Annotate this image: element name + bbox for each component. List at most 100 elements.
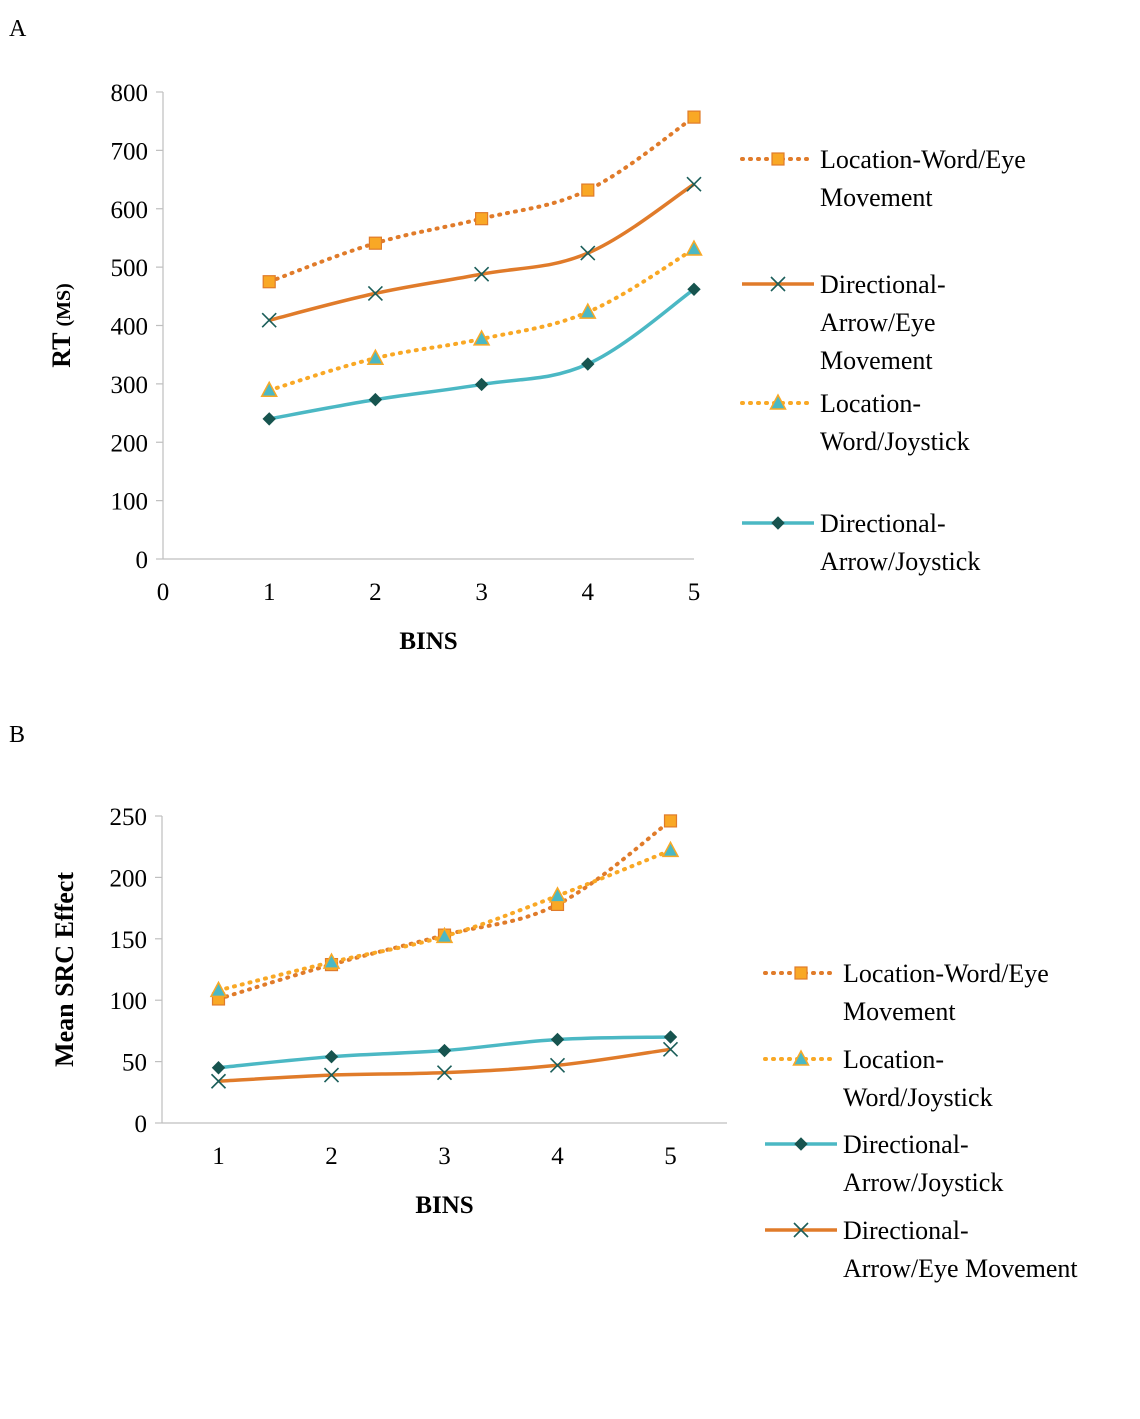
x-tick-label: 2	[325, 1143, 338, 1170]
x-tick-label: 4	[582, 579, 595, 606]
y-tick-label: 150	[110, 927, 148, 954]
y-tick-label: 50	[122, 1050, 147, 1077]
y-tick-label: 200	[111, 430, 149, 457]
legend-label: Location-Word/Eye	[843, 959, 1049, 988]
x-tick-label: 1	[263, 579, 276, 606]
legend-marker	[771, 516, 785, 530]
data-point	[261, 312, 277, 328]
data-point	[368, 392, 383, 407]
legend-label: Word/Joystick	[843, 1083, 993, 1112]
data-point	[323, 1067, 340, 1083]
y-tick-label: 300	[111, 372, 149, 399]
data-point	[548, 886, 567, 903]
data-point	[474, 266, 490, 282]
data-point	[581, 183, 595, 197]
legend-marker	[769, 393, 787, 410]
data-point	[260, 380, 278, 398]
legend-label: Arrow/Joystick	[820, 547, 980, 576]
data-point	[322, 952, 341, 969]
data-point	[550, 1032, 565, 1047]
data-point	[367, 285, 383, 301]
legend-label: Location-Word/Eye	[820, 145, 1026, 174]
x-tick-label: 5	[688, 579, 701, 606]
data-point	[549, 1057, 566, 1073]
x-tick-label: 3	[475, 579, 488, 606]
data-point	[474, 377, 489, 392]
panel-a: A 0 100 200 300 400 500 600 700 800 0 1 2 3 4 5 BINS RT (M…	[9, 16, 1026, 655]
series-line	[267, 247, 696, 393]
legend-label: Directional-	[843, 1216, 969, 1245]
legend-label: Directional-	[843, 1130, 969, 1159]
legend-label: Movement	[820, 346, 933, 375]
data-point	[662, 1041, 679, 1057]
data-point	[435, 926, 454, 944]
legend-label: Location-	[843, 1045, 944, 1074]
x-tick-label: 2	[369, 579, 382, 606]
legend-marker	[792, 1049, 810, 1066]
data-point	[581, 357, 595, 371]
y-tick-label: 100	[110, 988, 148, 1015]
legend-label: Arrow/Eye Movement	[843, 1254, 1078, 1283]
data-point	[686, 176, 702, 192]
series-line	[268, 182, 695, 322]
data-point	[368, 236, 382, 250]
y-tick-label: 800	[111, 80, 149, 107]
y-tick-label: 200	[110, 865, 148, 892]
legend-label: Directional-	[820, 509, 946, 538]
data-point	[366, 348, 385, 365]
series-line	[216, 818, 673, 1001]
y-axis-title: Mean SRC Effect	[50, 872, 79, 1067]
y-tick-label: 250	[110, 804, 148, 831]
data-point	[262, 412, 276, 426]
x-tick-label: 3	[438, 1143, 451, 1170]
legend-label: Word/Joystick	[820, 427, 970, 456]
data-point	[211, 1061, 226, 1075]
x-tick-label: 1	[212, 1143, 225, 1170]
y-tick-label: 0	[135, 1111, 148, 1138]
data-point	[324, 1049, 339, 1064]
x-axis-title: BINS	[399, 628, 457, 655]
panel-b: B 0 50 100 150 200 250 1 2 3 4 5 BINS Mean SRC Effect…	[9, 722, 1078, 1283]
panel-label: B	[9, 722, 25, 748]
x-tick-label: 4	[551, 1143, 564, 1170]
data-point	[209, 980, 228, 998]
legend-label: Directional-	[820, 270, 946, 299]
legend-marker	[771, 152, 785, 166]
data-point	[262, 275, 276, 289]
data-point	[661, 840, 680, 858]
x-tick-label: 0	[157, 579, 170, 606]
y-tick-label: 100	[111, 489, 149, 516]
data-point	[663, 814, 678, 828]
series-line	[268, 287, 696, 421]
legend-label: Arrow/Joystick	[843, 1168, 1003, 1197]
legend-label: Location-	[820, 389, 921, 418]
data-point	[436, 1065, 453, 1081]
y-tick-label: 400	[111, 314, 149, 341]
y-tick-label: 0	[136, 547, 149, 574]
y-axis-title: RT (MS)	[47, 283, 76, 368]
y-axis-title-text: Mean SRC Effect	[50, 872, 79, 1067]
y-tick-label: 600	[111, 197, 149, 224]
data-point	[210, 1073, 227, 1089]
data-point	[580, 245, 596, 261]
data-point	[663, 1030, 678, 1044]
legend-marker	[794, 966, 808, 980]
legend-label: Movement	[843, 997, 956, 1026]
panel-label: A	[9, 16, 27, 42]
x-axis-title: BINS	[415, 1192, 473, 1219]
data-point	[685, 239, 703, 256]
legend-marker	[794, 1137, 808, 1151]
data-point	[472, 329, 491, 346]
y-axis-title-text: RT	[47, 333, 76, 368]
legend-label: Movement	[820, 183, 933, 212]
data-point	[437, 1043, 452, 1058]
legend-marker	[793, 1222, 809, 1238]
x-tick-label: 5	[664, 1143, 677, 1170]
legend-label: Arrow/Eye	[820, 308, 936, 337]
data-point	[475, 212, 489, 226]
y-tick-label: 500	[111, 255, 149, 282]
series-line	[267, 115, 696, 284]
y-axis-title-unit: (MS)	[53, 283, 75, 326]
legend-marker	[770, 276, 786, 292]
